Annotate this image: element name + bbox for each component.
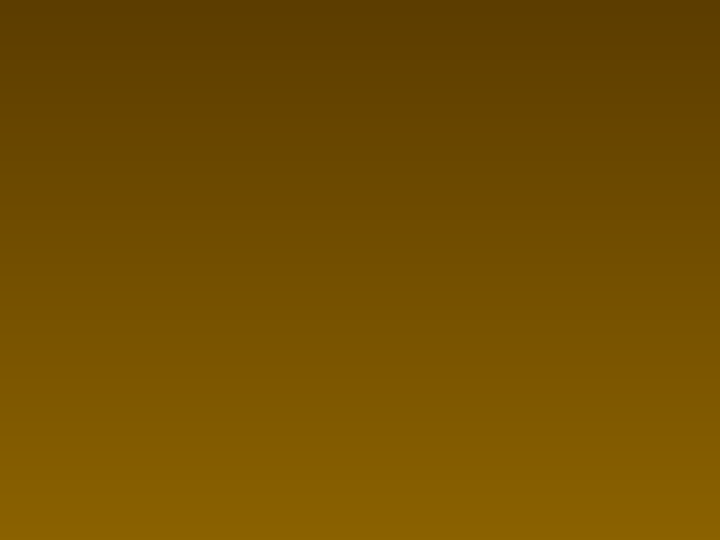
Text: Element: Element bbox=[194, 158, 279, 178]
Text: 51.0 – 55.0: 51.0 – 55.0 bbox=[351, 196, 460, 215]
Text: Carbon: Carbon bbox=[163, 196, 233, 215]
Bar bbox=[154, 150, 467, 185]
Text: Hydrogen: Hydrogen bbox=[163, 223, 257, 242]
Text: %: % bbox=[383, 158, 402, 178]
Text: Oxygen: Oxygen bbox=[163, 276, 238, 295]
Text: Elemental composition of protein: Elemental composition of protein bbox=[129, 87, 636, 117]
Text: 0.0 – 1.5: 0.0 – 1.5 bbox=[376, 330, 460, 349]
Text: Phosphorous: Phosphorous bbox=[163, 330, 287, 349]
Text: 21.5 – 23.5: 21.5 – 23.5 bbox=[351, 276, 460, 295]
Text: Nitrogen: Nitrogen bbox=[163, 250, 246, 269]
Text: 0.5 – 2.0: 0.5 – 2.0 bbox=[376, 303, 460, 322]
Text: Sulfur: Sulfur bbox=[163, 303, 220, 322]
Text: 6.5 – 7.3: 6.5 – 7.3 bbox=[375, 223, 460, 242]
Text: Aulani "Biokimia" Presentation 5: Aulani "Biokimia" Presentation 5 bbox=[256, 450, 482, 464]
Text: 15.5 – 18.0: 15.5 – 18.0 bbox=[351, 250, 460, 269]
